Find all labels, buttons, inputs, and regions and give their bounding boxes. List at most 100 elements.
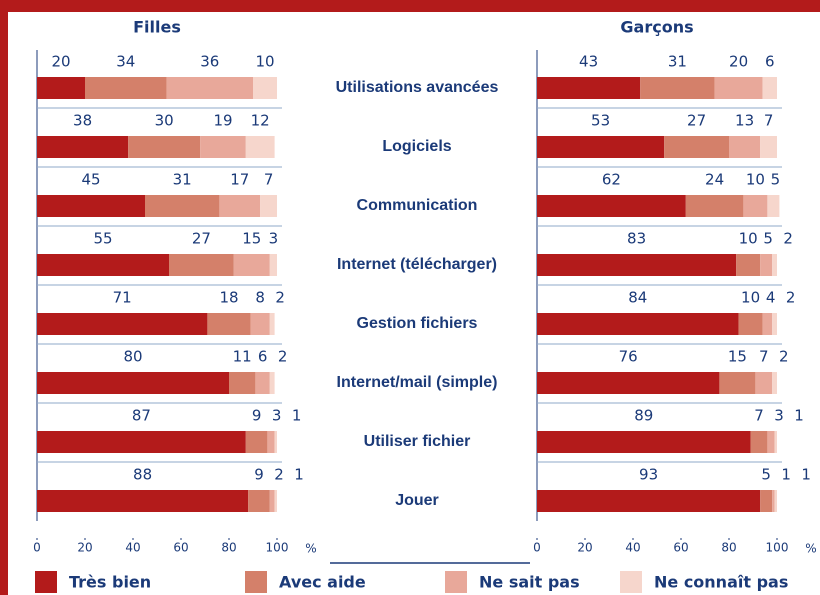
value-label: 15 xyxy=(728,348,747,366)
bar-segment xyxy=(760,254,773,276)
value-label: 7 xyxy=(759,348,769,366)
value-label: 53 xyxy=(591,112,610,130)
value-label: 8 xyxy=(255,289,265,307)
bar-segment xyxy=(685,195,744,217)
bar-segment xyxy=(640,77,715,99)
bar-segment xyxy=(537,313,739,335)
value-label: 7 xyxy=(264,171,274,189)
value-label: 3 xyxy=(774,407,784,425)
value-label: 84 xyxy=(628,289,647,307)
value-label: 80 xyxy=(123,348,142,366)
bar-segment xyxy=(767,431,775,453)
bar-segment xyxy=(537,136,665,158)
category-label: Logiciels xyxy=(382,138,451,155)
value-label: 20 xyxy=(51,53,70,71)
value-label: 31 xyxy=(173,171,192,189)
category-label: Communication xyxy=(357,197,478,214)
value-label: 2 xyxy=(275,289,285,307)
value-label: 10 xyxy=(739,230,758,248)
bar-segment xyxy=(267,431,275,453)
bar-segment xyxy=(537,372,720,394)
bar-segment xyxy=(760,490,773,512)
bar-segment xyxy=(537,431,751,453)
bar-segment xyxy=(738,313,763,335)
bar-segment xyxy=(260,195,277,217)
value-label: 20 xyxy=(729,53,748,71)
bar-segment xyxy=(233,254,270,276)
value-label: 7 xyxy=(764,112,774,130)
left-band xyxy=(0,0,8,595)
bar-segment xyxy=(269,372,275,394)
value-label: 11 xyxy=(233,348,252,366)
bar-segment xyxy=(128,136,201,158)
value-label: 5 xyxy=(763,230,773,248)
bar-segment xyxy=(762,77,777,99)
x-tick-label: 0 xyxy=(33,541,41,555)
bar-segment xyxy=(245,136,275,158)
bar-segment xyxy=(250,313,270,335)
bar-segment xyxy=(762,313,773,335)
value-label: 10 xyxy=(255,53,274,71)
value-label: 87 xyxy=(132,407,151,425)
value-label: 83 xyxy=(627,230,646,248)
bar-segment xyxy=(743,195,768,217)
value-label: 1 xyxy=(794,407,804,425)
value-label: 36 xyxy=(200,53,219,71)
value-label: 76 xyxy=(619,348,638,366)
value-label: 12 xyxy=(251,112,270,130)
value-label: 1 xyxy=(292,407,302,425)
x-tick-label: 100 xyxy=(266,541,289,555)
value-label: 2 xyxy=(786,289,796,307)
bar-segment xyxy=(772,313,777,335)
bar-segment xyxy=(37,136,129,158)
x-tick-label: 80 xyxy=(221,541,236,555)
value-label: 45 xyxy=(81,171,100,189)
value-label: 5 xyxy=(771,171,781,189)
bar-segment xyxy=(755,372,773,394)
bar-segment xyxy=(750,431,768,453)
value-label: 1 xyxy=(801,466,811,484)
bar-segment xyxy=(248,490,270,512)
value-label: 31 xyxy=(668,53,687,71)
value-label: 1 xyxy=(294,466,304,484)
bar-segment xyxy=(664,136,729,158)
value-label: 5 xyxy=(761,466,771,484)
legend-label: Très bien xyxy=(69,573,151,592)
x-tick-label: 60 xyxy=(673,541,688,555)
panel-title: Garçons xyxy=(620,18,693,37)
x-tick-label: 20 xyxy=(577,541,592,555)
value-label: 2 xyxy=(278,348,288,366)
value-label: 9 xyxy=(252,407,262,425)
value-label: 13 xyxy=(735,112,754,130)
legend-swatch xyxy=(620,571,642,593)
bar-segment xyxy=(37,254,169,276)
bar-segment xyxy=(85,77,167,99)
x-tick-label: 100 xyxy=(766,541,789,555)
legend-swatch xyxy=(245,571,267,593)
value-label: 55 xyxy=(93,230,112,248)
category-label: Jouer xyxy=(395,492,439,509)
bar-segment xyxy=(37,490,249,512)
value-label: 7 xyxy=(754,407,764,425)
value-label: 4 xyxy=(766,289,776,307)
bar-segment xyxy=(229,372,256,394)
value-label: 19 xyxy=(213,112,232,130)
value-label: 10 xyxy=(746,171,765,189)
value-label: 89 xyxy=(634,407,653,425)
bar-segment xyxy=(537,195,686,217)
value-label: 24 xyxy=(705,171,724,189)
panel-title: Filles xyxy=(133,18,181,37)
bar-segment xyxy=(219,195,261,217)
legend-label: Ne connaît pas xyxy=(654,573,788,592)
bar-segment xyxy=(37,195,145,217)
value-label: 88 xyxy=(133,466,152,484)
bar-segment xyxy=(37,313,208,335)
x-tick-label: 0 xyxy=(533,541,541,555)
bar-segment xyxy=(255,372,270,394)
bar-segment xyxy=(736,254,761,276)
x-tick-label: 60 xyxy=(173,541,188,555)
bar-segment xyxy=(537,77,641,99)
bar-segment xyxy=(772,372,777,394)
value-label: 6 xyxy=(765,53,775,71)
x-unit: % xyxy=(305,542,316,556)
